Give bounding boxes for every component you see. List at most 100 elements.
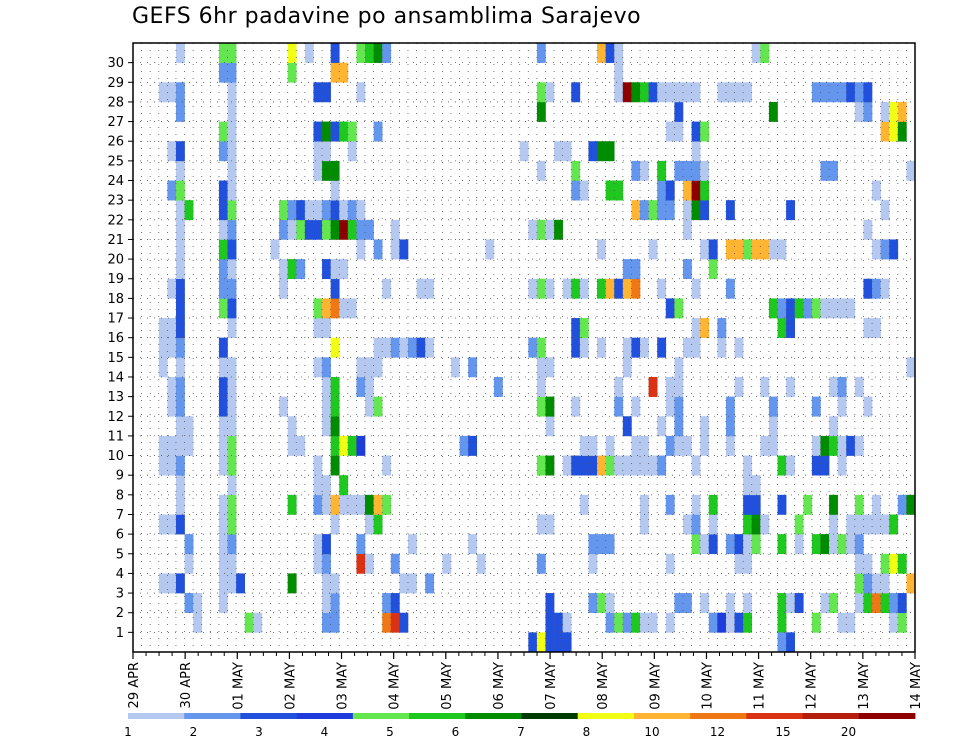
heatmap-cell [468, 534, 478, 555]
heatmap-cell [175, 396, 185, 417]
heatmap-cell [597, 337, 606, 358]
heatmap-cell [725, 416, 735, 437]
heatmap-cell [597, 141, 606, 162]
heatmap-cell [356, 357, 366, 378]
heatmap-cell [751, 239, 761, 260]
heatmap-cell [820, 82, 830, 103]
heatmap-cell [313, 82, 323, 103]
heatmap-cell [158, 337, 168, 358]
heatmap-cell [854, 376, 864, 397]
heatmap-cell [743, 494, 753, 515]
heatmap-cell [682, 259, 692, 280]
x-tick-label: 06 MAY [492, 662, 507, 710]
heatmap-cell [854, 82, 864, 103]
heatmap-cell [605, 593, 615, 614]
heatmap-cell [622, 455, 632, 476]
heatmap-cell [322, 612, 331, 633]
heatmap-cell [218, 494, 228, 515]
heatmap-cell [691, 514, 701, 535]
heatmap-cell [175, 82, 185, 103]
colorbar-swatch [690, 713, 747, 719]
y-tick-label: 20 [107, 253, 124, 268]
heatmap-cell [545, 357, 555, 378]
heatmap-cell [588, 553, 598, 574]
heatmap-cell [803, 298, 813, 319]
heatmap-cell [597, 534, 606, 555]
heatmap-cell [528, 632, 538, 653]
heatmap-cell [322, 219, 331, 240]
heatmap-cell [777, 632, 787, 653]
heatmap-cell [528, 219, 538, 240]
heatmap-cell [227, 396, 237, 417]
heatmap-cell [614, 62, 624, 83]
heatmap-cell [218, 376, 228, 397]
heatmap-cell [227, 416, 237, 437]
heatmap-cell [588, 435, 598, 456]
heatmap-cell [356, 200, 366, 221]
heatmap-cell [648, 82, 658, 103]
heatmap-cell [304, 219, 314, 240]
heatmap-cell [399, 612, 409, 633]
heatmap-cell [218, 141, 228, 162]
heatmap-cell [872, 278, 881, 299]
heatmap-cell [407, 534, 417, 555]
heatmap-cell [536, 455, 546, 476]
heatmap-cell [674, 435, 684, 456]
heatmap-cell [227, 357, 237, 378]
heatmap-cell [322, 553, 331, 574]
heatmap-cell [622, 357, 632, 378]
heatmap-cell [339, 475, 349, 496]
heatmap-cell [786, 318, 795, 338]
heatmap-cell [227, 82, 237, 103]
heatmap-cell [880, 200, 890, 221]
heatmap-cell [175, 259, 185, 280]
heatmap-cell [648, 200, 658, 221]
heatmap-cell [897, 101, 907, 122]
heatmap-cell [322, 318, 331, 338]
heatmap-cell [175, 337, 185, 358]
heatmap-cell [906, 573, 916, 594]
heatmap-cell [691, 278, 701, 299]
heatmap-cell [691, 200, 701, 221]
colorbar-swatch [296, 713, 354, 719]
heatmap-cell [811, 82, 821, 103]
heatmap-cell [665, 435, 675, 456]
heatmap-cell [313, 534, 323, 555]
heatmap-cell [382, 612, 392, 633]
heatmap-cell [691, 494, 701, 515]
heatmap-cell [322, 298, 331, 319]
heatmap-cell [167, 337, 177, 358]
colorbar-label: 15 [775, 725, 790, 739]
heatmap-cell [743, 593, 753, 614]
heatmap-cell [691, 318, 701, 338]
heatmap-cell [158, 435, 168, 456]
heatmap-cell [313, 200, 323, 221]
heatmap-cell [313, 455, 323, 476]
heatmap-cell [167, 396, 177, 417]
heatmap-cell [725, 593, 735, 614]
heatmap-cell [725, 82, 735, 103]
heatmap-cell [880, 593, 890, 614]
heatmap-cell [700, 160, 710, 181]
heatmap-cell [829, 534, 838, 555]
heatmap-cell [536, 337, 546, 358]
heatmap-cell [863, 396, 873, 417]
heatmap-cell [382, 278, 392, 299]
heatmap-cell [365, 219, 374, 240]
heatmap-cell [743, 455, 753, 476]
heatmap-cell [218, 514, 228, 535]
heatmap-cell [519, 141, 529, 162]
heatmap-cell [631, 200, 641, 221]
x-tick-label: 03 MAY [336, 662, 351, 710]
heatmap-cell [665, 200, 675, 221]
heatmap-cell [287, 573, 297, 594]
heatmap-cell [175, 298, 185, 319]
heatmap-cell [605, 43, 615, 63]
heatmap-cell [382, 593, 392, 614]
heatmap-cell [227, 219, 237, 240]
x-tick-label: 08 MAY [596, 662, 611, 710]
heatmap-cell [760, 43, 770, 63]
heatmap-cell [356, 219, 366, 240]
heatmap-cell [708, 259, 718, 280]
heatmap-cell [889, 514, 899, 535]
